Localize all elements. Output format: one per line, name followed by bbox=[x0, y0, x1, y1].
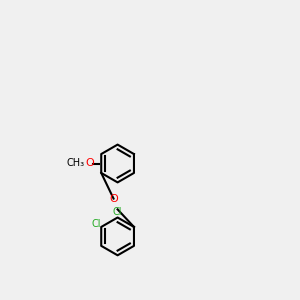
Text: CH₃: CH₃ bbox=[67, 158, 85, 169]
Text: Cl: Cl bbox=[92, 219, 101, 229]
Text: O: O bbox=[109, 194, 118, 204]
Text: Cl: Cl bbox=[113, 207, 122, 217]
Text: O: O bbox=[85, 158, 94, 169]
